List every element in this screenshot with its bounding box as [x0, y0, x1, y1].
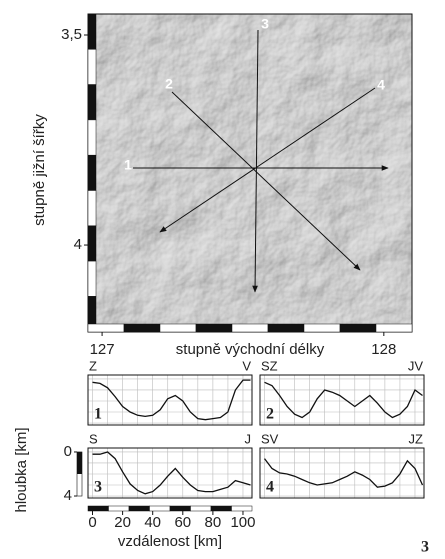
scale-segment: [87, 323, 125, 333]
figure-number: 3: [421, 539, 429, 556]
lon-tick-label: 127: [90, 341, 115, 358]
depth-profile: [92, 451, 251, 495]
panel-number: 4: [266, 479, 274, 496]
start-label: SZ: [261, 358, 278, 373]
profile-line-label: 4: [377, 77, 385, 93]
scale-segment: [87, 190, 97, 227]
profile-line: [171, 91, 361, 271]
panel-number: 2: [266, 406, 274, 423]
end-label: JV: [408, 358, 424, 373]
panel-number: 3: [94, 479, 102, 496]
end-label: JZ: [409, 431, 424, 446]
scale-segment: [339, 323, 377, 333]
end-label: V: [242, 358, 251, 373]
x-tick-label: 80: [205, 514, 222, 531]
distance-label: vzdálenost [km]: [118, 533, 222, 550]
y-tick-label: 4: [64, 487, 72, 504]
start-label: S: [89, 431, 98, 446]
profile-line-label: 3: [261, 16, 269, 32]
scale-segment: [87, 13, 97, 50]
scale-segment: [87, 49, 97, 85]
scale-segment: [159, 323, 197, 333]
map-overlay: 1 2 3 4: [124, 16, 389, 293]
scale-segment: [267, 323, 305, 333]
scale-segment: [210, 505, 232, 512]
x-tick-label: 0: [88, 514, 96, 531]
profile-line: [159, 87, 376, 233]
start-label: SV: [261, 431, 279, 446]
scale-segment: [231, 323, 269, 333]
lon-label: stupně východní délky: [176, 341, 325, 358]
depth-profile: [92, 379, 251, 421]
scale-segment: [87, 84, 97, 121]
depth-profile: [263, 458, 424, 488]
scale-segment: [195, 323, 233, 333]
scale-segment: [128, 505, 150, 512]
lat-tick-label: 4: [74, 236, 82, 253]
depth-profile: [264, 381, 423, 419]
scale-segment: [169, 505, 191, 512]
scale-segment: [149, 505, 171, 512]
scale-segment: [87, 260, 97, 297]
lat-label: stupně jižní šířky: [31, 114, 48, 226]
panel-frame: [87, 374, 253, 426]
y-tick-label: 0: [64, 443, 72, 460]
depth-label: hloubka [km]: [13, 427, 30, 512]
scale-segment: [375, 323, 413, 333]
panel-frame: [87, 447, 253, 499]
scale-segment: [87, 225, 97, 262]
scale-segment: [231, 505, 253, 512]
x-tick-label: 60: [174, 514, 191, 531]
end-label: J: [245, 431, 252, 446]
x-tick-label: 40: [144, 514, 161, 531]
scale-segment: [303, 323, 341, 333]
profile-line-label: 2: [165, 76, 173, 92]
profile-line-label: 1: [124, 157, 132, 173]
scale-segment: [108, 505, 130, 512]
scale-segment: [87, 505, 109, 512]
start-label: Z: [89, 358, 97, 373]
scale-segment: [87, 119, 97, 156]
scale-segment: [87, 154, 97, 191]
scale-segment: [190, 505, 212, 512]
lat-tick-label: 3,5: [61, 26, 82, 43]
lon-tick-label: 128: [371, 341, 396, 358]
panel-number: 1: [94, 406, 102, 423]
x-tick-label: 100: [230, 514, 255, 531]
x-tick-label: 20: [114, 514, 131, 531]
profile-line: [252, 29, 259, 293]
panel-frame: [259, 447, 425, 499]
scale-segment: [123, 323, 161, 333]
scale-segment: [77, 451, 82, 474]
panel-frame: [259, 374, 425, 426]
